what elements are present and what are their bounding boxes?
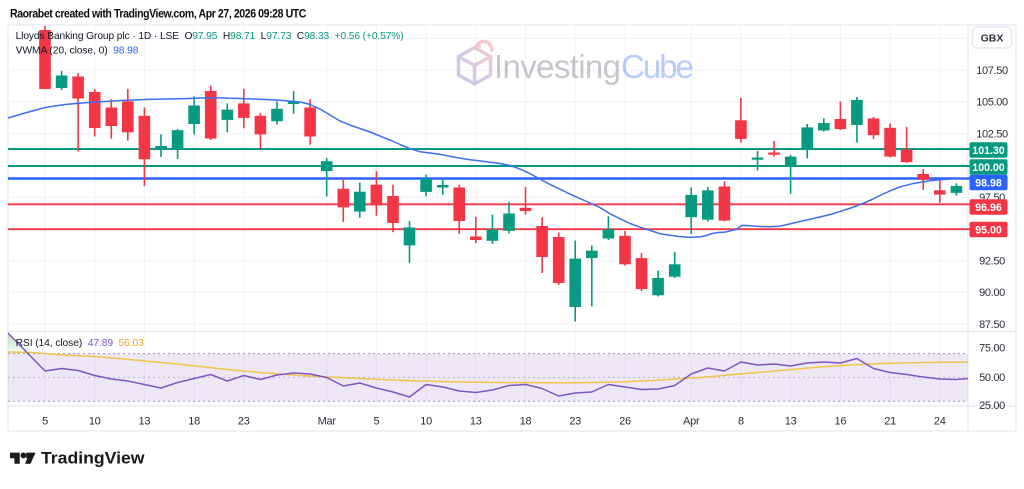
svg-text:18: 18 <box>520 416 532 428</box>
svg-text:107.50: 107.50 <box>976 65 1008 77</box>
svg-text:25.00: 25.00 <box>979 400 1005 412</box>
svg-text:8: 8 <box>738 416 744 428</box>
svg-text:5: 5 <box>42 416 48 428</box>
svg-text:TradingView: TradingView <box>41 449 145 468</box>
svg-text:5: 5 <box>373 416 379 428</box>
svg-text:96.96: 96.96 <box>975 202 1002 214</box>
svg-text:10: 10 <box>89 416 101 428</box>
svg-text:VWMA (20, close, 0) 98.98: VWMA (20, close, 0) 98.98 <box>16 46 139 57</box>
svg-text:13: 13 <box>139 416 151 428</box>
svg-text:92.50: 92.50 <box>979 255 1005 267</box>
svg-text:87.50: 87.50 <box>979 319 1005 331</box>
svg-text:Lloyds Banking Group plc · 1D: Lloyds Banking Group plc · 1D · LSE O97.… <box>16 31 404 42</box>
svg-text:Investing: Investing <box>494 48 621 85</box>
svg-text:75.00: 75.00 <box>979 342 1005 354</box>
svg-text:50.00: 50.00 <box>979 372 1005 384</box>
svg-text:18: 18 <box>188 416 200 428</box>
svg-text:RSI (14, close) 47.89 56.03: RSI (14, close) 47.89 56.03 <box>16 338 145 349</box>
svg-text:100.00: 100.00 <box>972 162 1005 174</box>
svg-text:23: 23 <box>238 416 250 428</box>
svg-text:23: 23 <box>569 416 581 428</box>
svg-text:Cube: Cube <box>621 48 694 85</box>
svg-text:105.00: 105.00 <box>976 97 1008 109</box>
svg-text:Raorabet created with TradingV: Raorabet created with TradingView.com, A… <box>10 9 306 21</box>
svg-text:102.50: 102.50 <box>976 128 1008 140</box>
svg-text:16: 16 <box>835 416 847 428</box>
svg-text:21: 21 <box>884 416 896 428</box>
svg-text:Mar: Mar <box>318 416 337 428</box>
svg-text:Apr: Apr <box>683 416 700 428</box>
svg-text:90.00: 90.00 <box>979 287 1005 299</box>
svg-text:98.98: 98.98 <box>975 177 1002 189</box>
svg-text:24: 24 <box>934 416 946 428</box>
svg-text:13: 13 <box>470 416 482 428</box>
svg-text:10: 10 <box>420 416 432 428</box>
svg-text:26: 26 <box>619 416 631 428</box>
svg-text:95.00: 95.00 <box>975 224 1002 236</box>
svg-text:GBX: GBX <box>981 32 1004 44</box>
svg-text:13: 13 <box>785 416 797 428</box>
svg-text:101.30: 101.30 <box>972 145 1005 157</box>
